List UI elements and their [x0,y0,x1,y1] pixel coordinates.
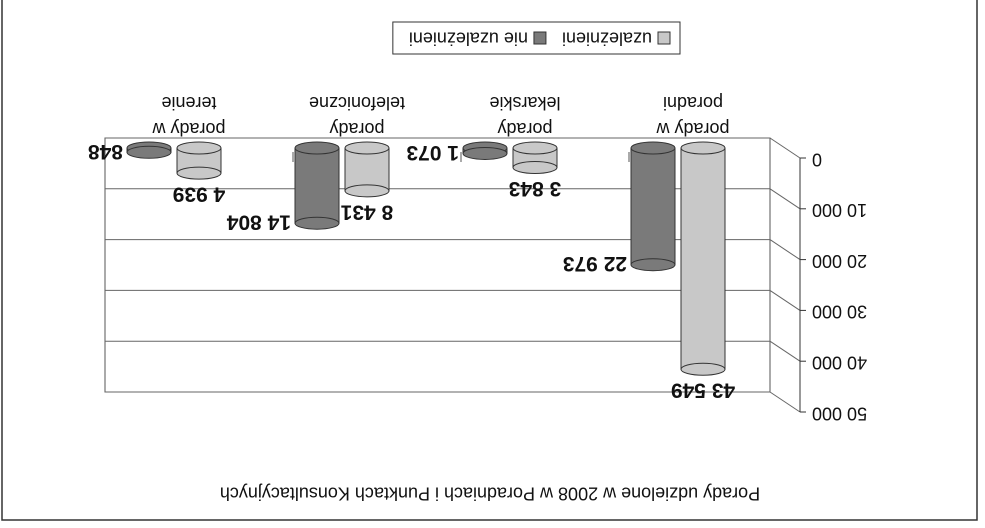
x-tick-line: terenie [161,93,216,113]
y-tick-label: 50 000 [812,403,867,423]
value-label: 8 431 [340,200,393,223]
legend-label: nie uzależnieni [409,28,528,48]
cylinder [630,141,676,272]
x-tick-line: porady w [151,119,225,139]
cylinder-body [344,147,390,192]
grid-slant [769,289,801,311]
cylinder-body [630,147,676,266]
cylinder-base [680,141,726,155]
cylinder-base [176,141,222,155]
cylinder-body [294,147,340,224]
grid-slant [769,340,801,362]
cylinder [344,141,390,198]
y-tick-label: 10 000 [812,200,867,220]
grid-slant [769,137,801,159]
cylinder [126,141,172,159]
value-label: 22 973 [563,252,627,275]
value-label: 3 843 [509,177,562,200]
x-tick-label: porady lekarskie [489,93,560,139]
cylinder-body [680,147,726,370]
y-tick-label: 30 000 [812,302,867,322]
x-tick-line: poradni [663,93,723,113]
grid-slant [769,391,801,413]
y-tick-label: 20 000 [812,251,867,271]
chart-body: Porady udzielone w 2008 w Poradniach i P… [1,0,978,521]
x-tick-label: porady w terenie [151,93,225,139]
cylinder-base [512,141,558,155]
x-tick-line: lekarskie [489,93,560,113]
value-label: 4 939 [173,183,226,206]
x-tick-line: porady w [655,119,729,139]
cylinder [176,141,222,180]
cylinder-cap [126,145,172,159]
cylinder [294,141,340,230]
cylinder [512,141,558,175]
y-tick-label: 40 000 [812,352,867,372]
x-tick-label: porady telefoniczne [309,93,405,139]
cylinder-base [344,141,390,155]
grid-slant [769,239,801,261]
legend-label: uzależnieni [562,28,652,48]
x-tick-line: porady [329,119,384,139]
y-tick-label: 0 [812,149,822,169]
cylinder-cap [344,184,390,198]
grid-slant [769,188,801,210]
x-tick-line: porady [497,119,552,139]
x-tick-line: telefoniczne [309,93,405,113]
cylinder-cap [680,362,726,376]
value-label: 848 [88,140,123,163]
cylinder-base [630,141,676,155]
cylinder [680,141,726,376]
legend-swatch [657,31,671,45]
legend-swatch [533,31,547,45]
cylinder-cap [630,258,676,272]
value-label: 14 804 [226,211,291,234]
cylinder-cap [176,166,222,180]
value-label: 1 073 [406,141,459,164]
cylinder-cap [512,161,558,175]
x-tick-label: porady w poradni [655,93,729,139]
chart-title: Porady udzielone w 2008 w Poradniach i P… [220,483,760,503]
value-label: 43 549 [671,379,735,402]
cylinder [462,141,508,160]
cylinder-cap [294,216,340,230]
frame [1,0,978,521]
cylinder-base [294,141,340,155]
cylinder-cap [462,146,508,160]
